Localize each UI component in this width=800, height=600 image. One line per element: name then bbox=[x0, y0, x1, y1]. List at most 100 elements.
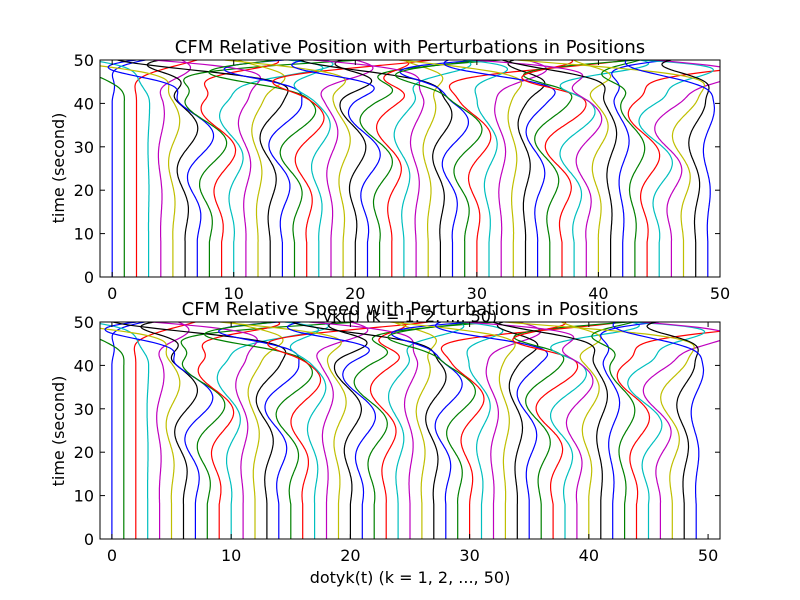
series-line-44 bbox=[601, 60, 646, 277]
series-line-13 bbox=[237, 60, 286, 277]
y-tick-label: 10 bbox=[74, 225, 94, 244]
series-line-18 bbox=[284, 322, 327, 539]
series-line-19 bbox=[316, 322, 369, 539]
y-tick-label: 10 bbox=[74, 487, 94, 506]
series-line-36 bbox=[443, 60, 556, 277]
series-line-45 bbox=[616, 330, 720, 539]
series-line-29 bbox=[390, 322, 475, 539]
x-tick-label: 50 bbox=[710, 284, 730, 303]
series-line-10 bbox=[197, 322, 281, 539]
y-ticks: 0 10 20 30 40 50 bbox=[74, 313, 720, 549]
y-tick-label: 50 bbox=[74, 51, 94, 70]
series-line-8 bbox=[107, 60, 215, 277]
x-tick-label: 30 bbox=[467, 284, 487, 303]
series-line-4 bbox=[100, 61, 151, 277]
series-line-25 bbox=[388, 322, 465, 539]
x-tick-label: 40 bbox=[579, 546, 599, 565]
series-line-45 bbox=[627, 69, 720, 277]
position-chart: CFM Relative Position with Perturbations… bbox=[49, 37, 730, 326]
series-line-49 bbox=[646, 322, 699, 539]
series-line-50 bbox=[624, 60, 716, 277]
x-tick-label: 50 bbox=[698, 546, 718, 565]
series-line-35 bbox=[507, 60, 546, 277]
x-tick-label: 40 bbox=[588, 284, 608, 303]
series-line-24 bbox=[369, 322, 407, 539]
series-line-43 bbox=[611, 60, 669, 277]
series-line-2 bbox=[100, 76, 126, 277]
series-line-27 bbox=[393, 322, 438, 539]
x-tick-label: 0 bbox=[107, 546, 117, 565]
series-line-49 bbox=[661, 60, 710, 277]
series-line-21 bbox=[328, 322, 368, 539]
series-line-17 bbox=[267, 322, 429, 539]
plot-frame bbox=[99, 59, 721, 278]
y-ticks: 0 10 20 30 40 50 bbox=[74, 51, 720, 287]
y-tick-label: 0 bbox=[84, 268, 94, 287]
series-line-37 bbox=[513, 322, 629, 539]
series-line-41 bbox=[573, 60, 612, 277]
y-tick-label: 40 bbox=[74, 356, 94, 375]
x-tick-label: 0 bbox=[107, 284, 117, 303]
x-ticks: 0 10 20 30 40 50 bbox=[107, 60, 730, 303]
series-line-28 bbox=[291, 322, 447, 539]
series-line-47 bbox=[654, 60, 720, 277]
series-line-32 bbox=[460, 322, 504, 539]
series-line-6 bbox=[100, 65, 181, 277]
series-line-23 bbox=[353, 322, 496, 539]
series-line-12 bbox=[153, 60, 261, 277]
series-line-25 bbox=[393, 60, 472, 277]
y-tick-label: 40 bbox=[74, 94, 94, 113]
series-line-1 bbox=[111, 60, 146, 277]
chart-title: CFM Relative Speed with Perturbations in… bbox=[182, 299, 639, 320]
series-line-14 bbox=[112, 322, 287, 539]
series-line-24 bbox=[376, 60, 410, 277]
series-line-34 bbox=[390, 322, 516, 539]
series-line-11 bbox=[216, 322, 330, 539]
series-line-23 bbox=[359, 60, 501, 277]
series-line-21 bbox=[334, 60, 373, 277]
series-line-16 bbox=[203, 322, 314, 539]
series-line-31 bbox=[440, 322, 622, 539]
y-axis-label: time (second) bbox=[49, 113, 68, 224]
plot-area-background bbox=[100, 60, 720, 277]
series-line-19 bbox=[320, 60, 374, 277]
series-line-3 bbox=[134, 60, 198, 277]
series-line-30 bbox=[394, 60, 484, 277]
series-lines bbox=[100, 60, 720, 277]
x-axis-label: yk(t) (k = 1, 2, ..., 50) bbox=[323, 307, 497, 326]
x-tick-label: 30 bbox=[459, 546, 479, 565]
series-line-37 bbox=[522, 60, 637, 277]
series-line-40 bbox=[462, 322, 594, 539]
series-line-9 bbox=[183, 60, 360, 277]
series-line-46 bbox=[638, 60, 715, 277]
series-line-36 bbox=[434, 322, 549, 539]
series-line-35 bbox=[496, 322, 539, 539]
plot-frame bbox=[99, 321, 721, 540]
series-line-26 bbox=[313, 60, 425, 277]
series-line-14 bbox=[117, 60, 289, 277]
series-line-5 bbox=[156, 322, 190, 539]
series-line-47 bbox=[641, 322, 720, 539]
series-line-41 bbox=[561, 322, 602, 539]
series-line-13 bbox=[231, 322, 284, 539]
series-line-4 bbox=[100, 323, 150, 539]
series-line-8 bbox=[104, 322, 214, 539]
series-line-1 bbox=[111, 322, 145, 539]
series-line-22 bbox=[286, 322, 376, 539]
series-line-20 bbox=[224, 60, 351, 277]
series-line-22 bbox=[291, 60, 381, 277]
series-line-10 bbox=[200, 60, 280, 277]
series-line-7 bbox=[146, 60, 199, 277]
x-tick-label: 20 bbox=[345, 284, 365, 303]
series-line-34 bbox=[398, 60, 523, 277]
series-line-46 bbox=[627, 322, 706, 539]
x-tick-label: 10 bbox=[224, 284, 244, 303]
series-line-27 bbox=[403, 60, 444, 277]
series-line-18 bbox=[288, 60, 331, 277]
series-line-44 bbox=[591, 322, 636, 539]
series-line-2 bbox=[100, 338, 125, 539]
series-line-42 bbox=[492, 322, 609, 539]
y-tick-label: 30 bbox=[74, 138, 94, 157]
series-line-7 bbox=[140, 322, 198, 539]
x-tick-label: 20 bbox=[340, 546, 360, 565]
